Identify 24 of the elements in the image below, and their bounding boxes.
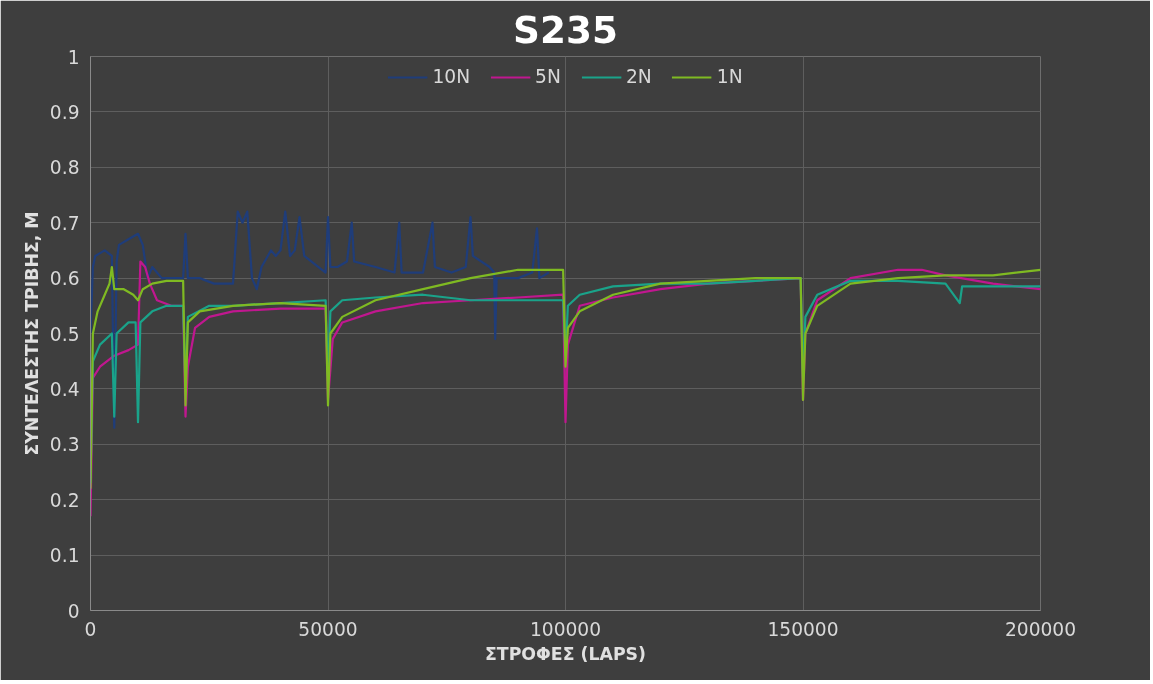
- x-tick-label: 200000: [1004, 618, 1077, 640]
- chart-title: S235: [513, 7, 618, 52]
- y-tick-label: 0.3: [49, 434, 80, 456]
- y-tick-label: 0.6: [49, 268, 80, 290]
- y-tick-label: 0.4: [49, 378, 80, 400]
- y-tick-label: 0.9: [49, 101, 80, 123]
- x-tick-label: 150000: [767, 618, 839, 640]
- y-tick-label: 0.7: [49, 212, 80, 234]
- legend-label: 10N: [432, 66, 471, 87]
- y-tick-label: 0.1: [49, 545, 80, 567]
- line-series: [90, 210, 550, 429]
- legend-label: 5N: [535, 66, 561, 87]
- legend-label: 1N: [716, 66, 743, 87]
- y-tick-label: 0.2: [49, 489, 80, 511]
- x-axis-title: ΣΤΡΟΦΕΣ (LAPS): [485, 643, 646, 664]
- legend-label: 2N: [625, 66, 652, 87]
- x-tick-label: 100000: [529, 618, 602, 640]
- y-tick-label: 0: [67, 600, 80, 622]
- x-tick-label: 0: [84, 618, 97, 640]
- x-tick-label: 50000: [298, 618, 358, 640]
- y-tick-label: 0.8: [49, 157, 80, 179]
- y-axis-title: ΣΥΝΤΕΛΕΣΤΗΣ ΤΡΙΒΗΣ, Μ: [21, 211, 42, 456]
- y-tick-label: 1: [67, 46, 80, 68]
- y-tick-label: 0.5: [49, 323, 80, 345]
